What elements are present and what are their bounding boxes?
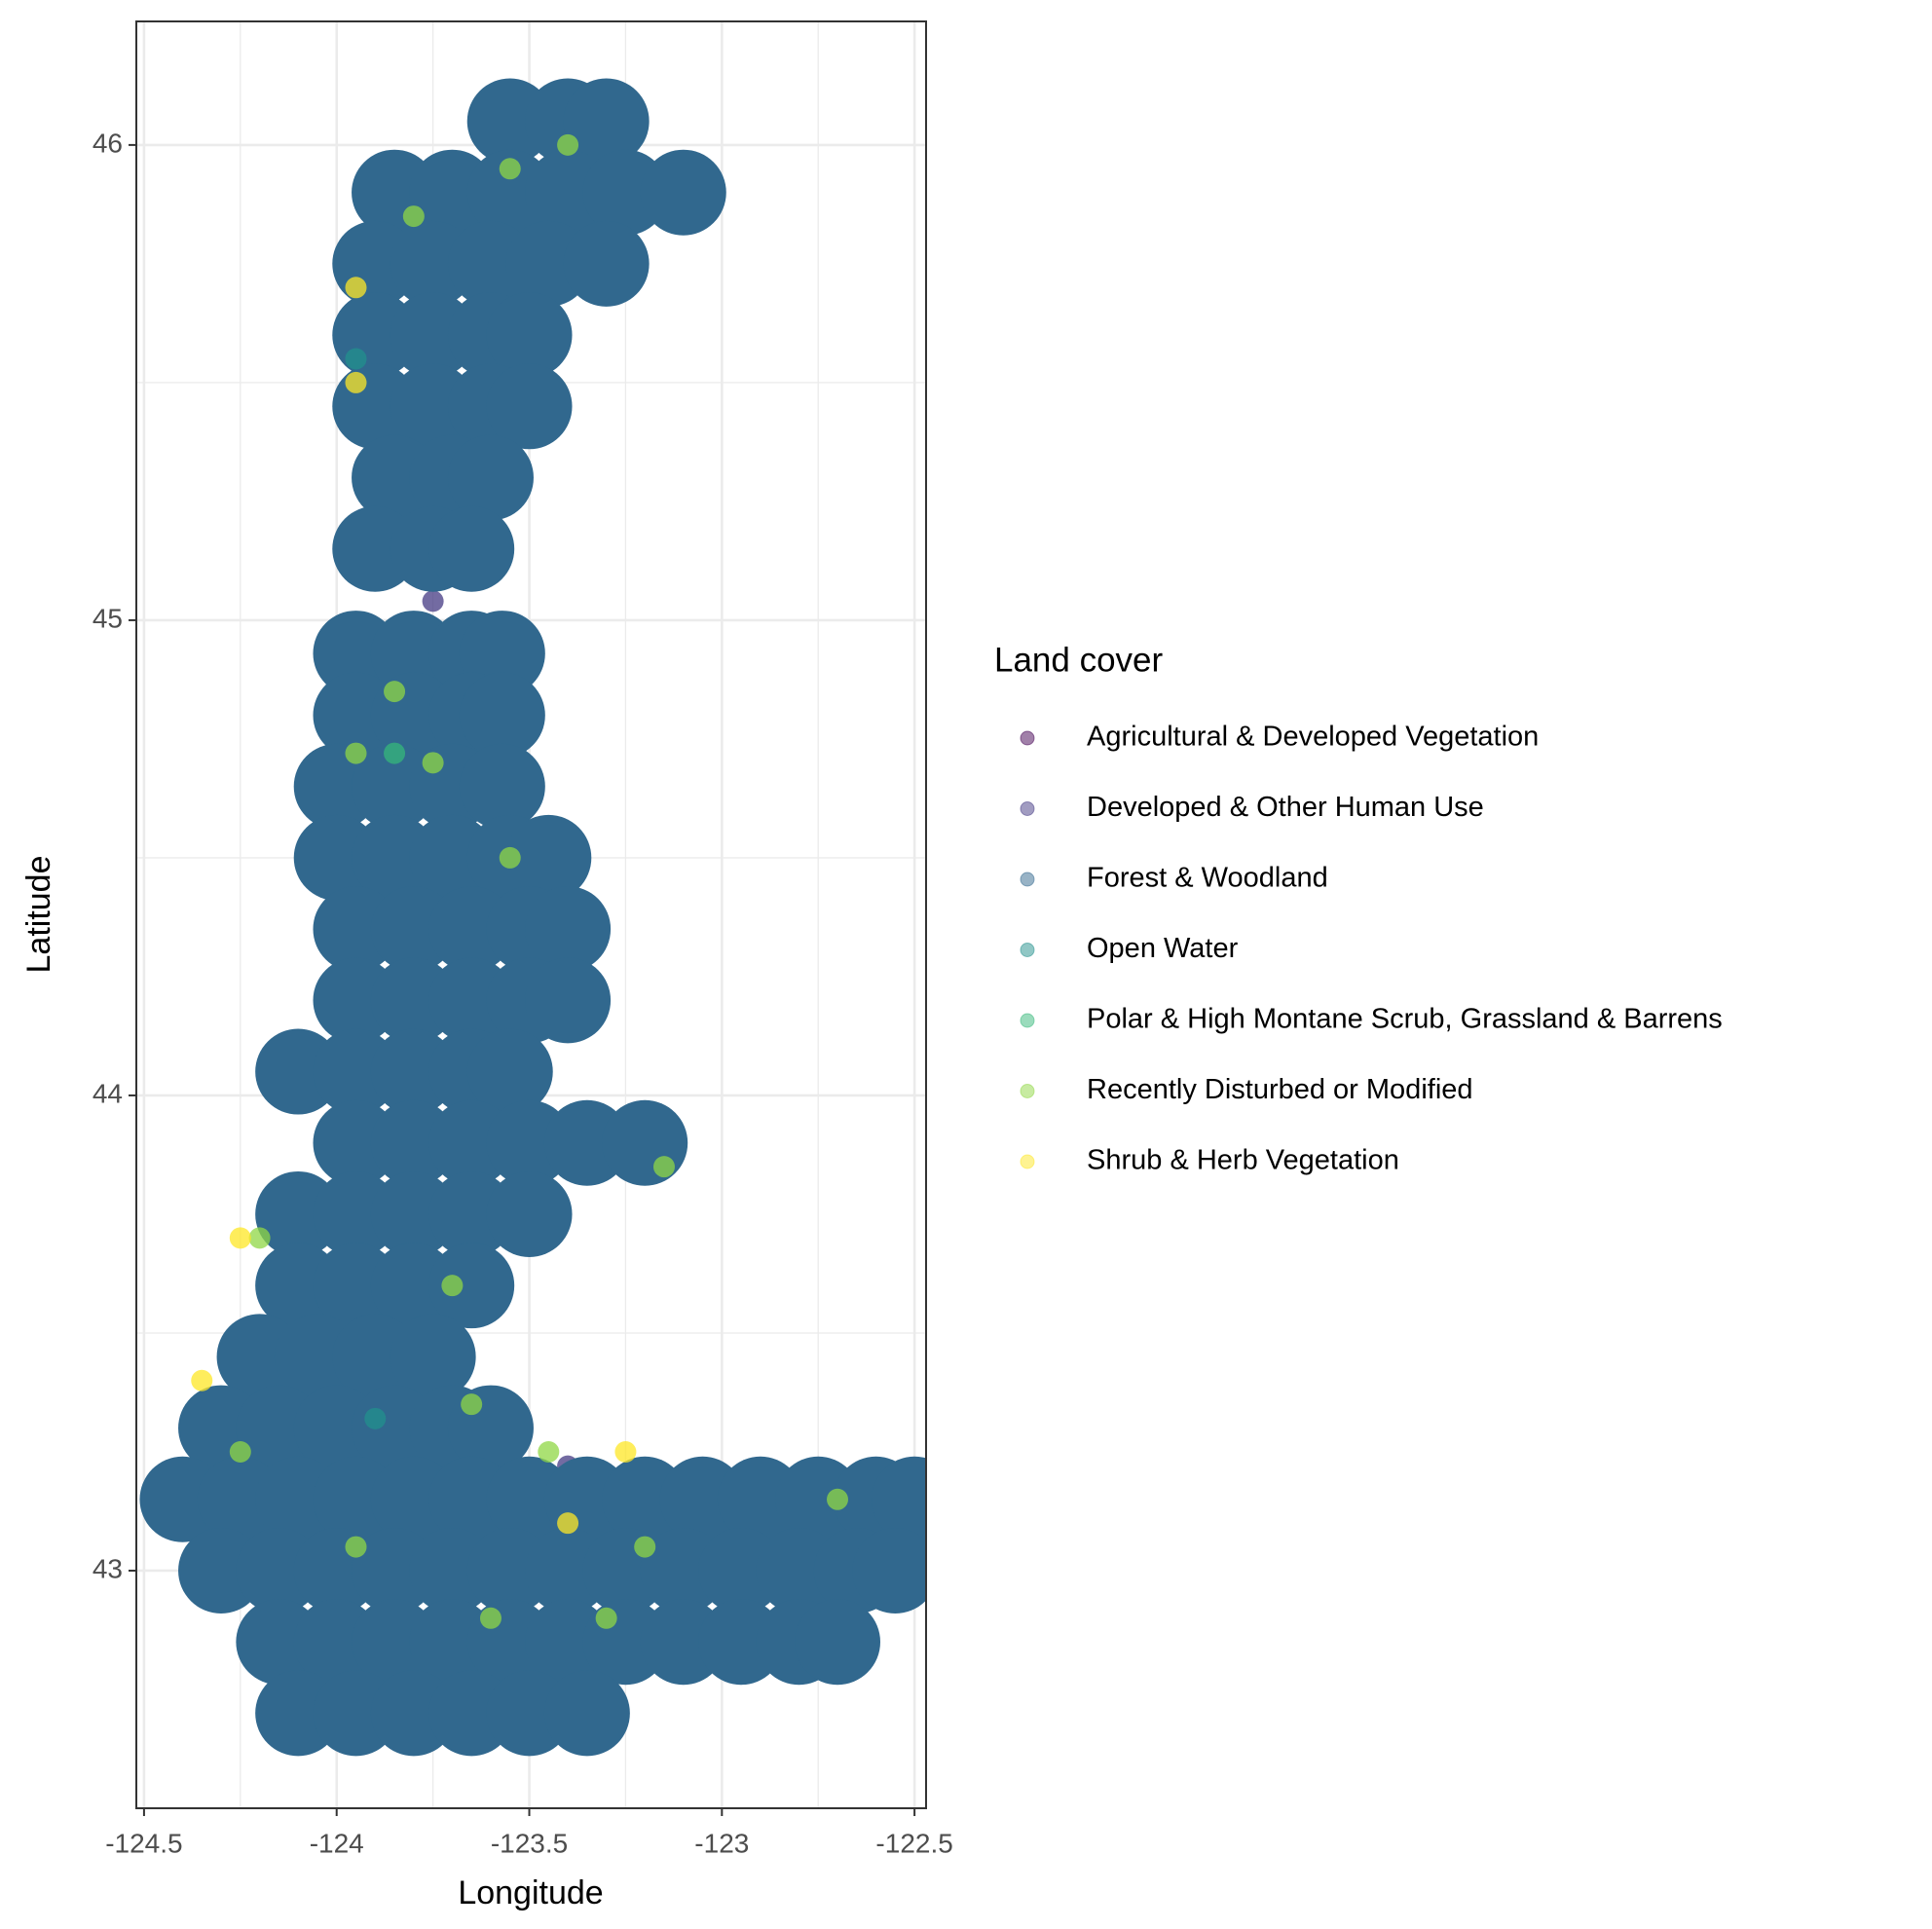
point [345,1536,367,1558]
point [422,590,444,612]
point [345,742,367,764]
point [422,752,444,774]
axes: -124.5 -124 -123.5 -123 -122.5 43 44 45 46 [93,128,953,1858]
background-point [505,814,592,901]
x-tick-label: -124.5 [105,1828,182,1858]
point [461,1393,483,1416]
background-point [459,672,545,759]
points [139,78,926,1757]
legend-key [1020,1084,1035,1098]
point [499,158,521,180]
point [384,681,406,703]
y-tick-label: 46 [93,128,123,158]
point [479,1607,502,1629]
point [229,1227,251,1249]
point [248,1227,271,1249]
background-point [795,1599,881,1686]
legend-key [1020,1154,1035,1169]
legend-key [1020,730,1035,746]
background-point [602,1099,688,1186]
point [345,277,367,299]
background-point [390,1314,476,1400]
background-point [428,505,515,592]
point [827,1488,849,1510]
point [345,371,367,393]
panel-border [135,20,927,1809]
x-tick-label: -122.5 [875,1828,952,1858]
y-tick-label: 44 [93,1078,123,1108]
background-point [852,1527,926,1614]
legend-label: Polar & High Montane Scrub, Grassland & … [1087,1004,1723,1035]
y-tick-label: 43 [93,1553,123,1583]
point [634,1536,656,1558]
point [557,1512,579,1535]
point [538,1440,560,1463]
background-point [563,220,650,307]
x-tick-label: -123.5 [491,1828,568,1858]
background-point [486,1170,573,1257]
background-point [640,149,726,236]
background-point [525,957,612,1044]
point [364,1407,387,1429]
x-tick-label: -123 [694,1828,749,1858]
background-point [486,292,573,379]
legend-key [1020,801,1035,816]
point [191,1369,213,1391]
point [402,205,425,228]
legend-label: Agricultural & Developed Vegetation [1087,722,1539,753]
legend-key [1020,1013,1035,1028]
legend: Agricultural & Developed Vegetation Devel… [1020,722,1723,1176]
point [499,846,521,869]
point [652,1156,675,1178]
background-point [543,1670,630,1757]
background-point [466,1028,553,1115]
background-point [447,434,534,521]
legend-label: Recently Disturbed or Modified [1087,1074,1473,1105]
legend-key [1020,872,1035,887]
legend-label: Forest & Woodland [1087,863,1328,894]
legend-label: Shrub & Herb Vegetation [1087,1145,1399,1176]
background-point [459,743,545,830]
background-point [486,363,573,450]
y-tick-label: 45 [93,603,123,633]
x-tick-label: -124 [310,1828,364,1858]
y-axis-title: Latitude [20,856,57,974]
point [345,348,367,370]
point [557,133,579,156]
background-point [428,1243,515,1329]
background-point [563,78,650,165]
x-axis-title: Longitude [458,1874,603,1911]
point [595,1607,617,1629]
legend-title: Land cover [994,641,1164,679]
legend-label: Developed & Other Human Use [1087,792,1484,823]
background-point [872,1456,926,1542]
legend-key [1020,943,1035,957]
point [229,1440,251,1463]
background-point [525,886,612,973]
point [441,1275,464,1297]
point [614,1440,637,1463]
point [384,742,406,764]
legend-label: Open Water [1087,933,1239,964]
